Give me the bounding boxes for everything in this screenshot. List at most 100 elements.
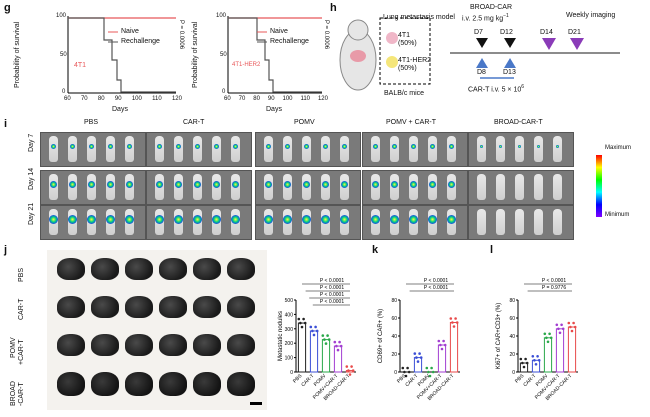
signal-spot	[341, 180, 348, 188]
data-point	[350, 365, 353, 368]
mouse-image	[283, 136, 292, 162]
rechallenge-curve	[228, 17, 322, 93]
mouse-image	[534, 174, 543, 200]
mouse-image	[515, 174, 524, 200]
g-right-tag: 4T1-HER2	[232, 62, 261, 68]
y-tick-label: 20	[509, 352, 515, 358]
broad-label: BROAD-CAR	[470, 4, 513, 11]
bli-panel	[255, 132, 361, 167]
cart-label-text: CAR-T i.v. 5 × 10	[468, 86, 522, 94]
d21-label: D21	[568, 29, 581, 36]
bli-panel	[255, 170, 361, 205]
xtick: 110	[152, 96, 162, 102]
imaging-d21-marker	[570, 38, 584, 50]
weekly-label: Weekly imaging	[566, 12, 616, 19]
lung-sample	[193, 258, 221, 280]
data-point	[302, 317, 305, 321]
mouse-image	[340, 136, 349, 162]
y-tick-label: 400	[285, 312, 294, 318]
panel-h-schematic	[339, 17, 620, 91]
data-point	[431, 370, 435, 374]
mouse-image	[125, 136, 134, 162]
scale-bar	[250, 402, 262, 405]
data-point	[430, 366, 433, 370]
data-point	[309, 325, 313, 329]
signal-spot	[499, 144, 502, 148]
g-right-xticks: 60 70 80 90 100 110 120	[224, 96, 328, 102]
cell-4t1her2-label: 4T1-HER2	[398, 57, 432, 64]
data-point	[573, 325, 577, 329]
mouse-image	[321, 209, 330, 235]
d12-label: D12	[500, 29, 513, 36]
data-point	[338, 340, 341, 344]
mouse-image	[321, 174, 330, 200]
data-point	[560, 323, 563, 327]
xtick: 80	[97, 96, 105, 102]
g-right-xlabel: Days	[266, 106, 282, 113]
lung-icon	[350, 50, 366, 62]
group-label-pomv-cart: POMV + CAR-T	[386, 119, 436, 126]
data-point	[555, 323, 559, 327]
mouse-image	[68, 136, 77, 162]
d8-label: D8	[477, 69, 486, 76]
bar	[449, 322, 459, 373]
bli-panel	[468, 205, 574, 240]
data-point	[324, 342, 328, 345]
mouse-image	[212, 174, 221, 200]
data-point	[347, 369, 350, 372]
g-right-pval: P = 0.0006	[323, 20, 329, 50]
mouse-image	[68, 209, 77, 235]
signal-spot	[430, 143, 435, 149]
signal-spot	[480, 144, 483, 148]
ytick: 100	[216, 13, 227, 19]
survival-plot-right	[227, 16, 322, 94]
mouse-image	[125, 174, 134, 200]
signal-spot	[342, 143, 347, 149]
signal-spot	[304, 143, 309, 149]
data-point	[327, 338, 331, 341]
y-tick-label: 60	[509, 316, 515, 322]
mouse-image	[125, 209, 134, 235]
p-value: P < 0.0001	[424, 285, 448, 291]
bar	[309, 330, 319, 373]
y-tick-label: 500	[285, 298, 294, 304]
data-point	[406, 366, 409, 370]
xtick: 100	[131, 96, 142, 102]
ytick: 50	[220, 52, 227, 58]
data-point	[351, 369, 355, 372]
data-point	[440, 347, 444, 351]
p-value: P < 0.0001	[320, 299, 344, 305]
signal-spot	[88, 180, 95, 188]
bli-panel	[468, 170, 574, 205]
data-point	[521, 361, 524, 365]
data-point	[452, 325, 456, 328]
lung-sample	[57, 296, 85, 318]
lung-sample	[125, 296, 153, 318]
signal-spot	[213, 180, 220, 188]
cell-4t1-pct: (50%)	[398, 40, 417, 47]
mouse-image	[428, 136, 437, 162]
d13-label: D13	[503, 69, 516, 76]
mouse-image	[193, 209, 202, 235]
xtick: 80	[253, 96, 260, 102]
signal-spot	[371, 214, 380, 224]
lung-sample	[193, 372, 221, 396]
cell-4t1her2-pct: (50%)	[398, 65, 417, 72]
data-point	[415, 356, 418, 359]
data-point	[348, 373, 352, 376]
data-point	[561, 327, 565, 331]
signal-spot	[175, 180, 182, 188]
mouse-image	[534, 209, 543, 235]
signal-spot	[89, 143, 94, 149]
signal-spot	[449, 143, 454, 149]
panel-letter-i: i	[4, 118, 8, 130]
data-point	[569, 325, 572, 329]
mouse-image	[212, 209, 221, 235]
data-point	[413, 352, 417, 355]
g-left-xticks: 60 70 80 90 100 110 120	[64, 96, 182, 102]
data-point	[537, 359, 541, 362]
ytick: 100	[56, 13, 67, 19]
mouse-image	[174, 136, 183, 162]
mice-label: BALB/c mice	[384, 90, 425, 97]
xtick: 60	[224, 96, 231, 102]
